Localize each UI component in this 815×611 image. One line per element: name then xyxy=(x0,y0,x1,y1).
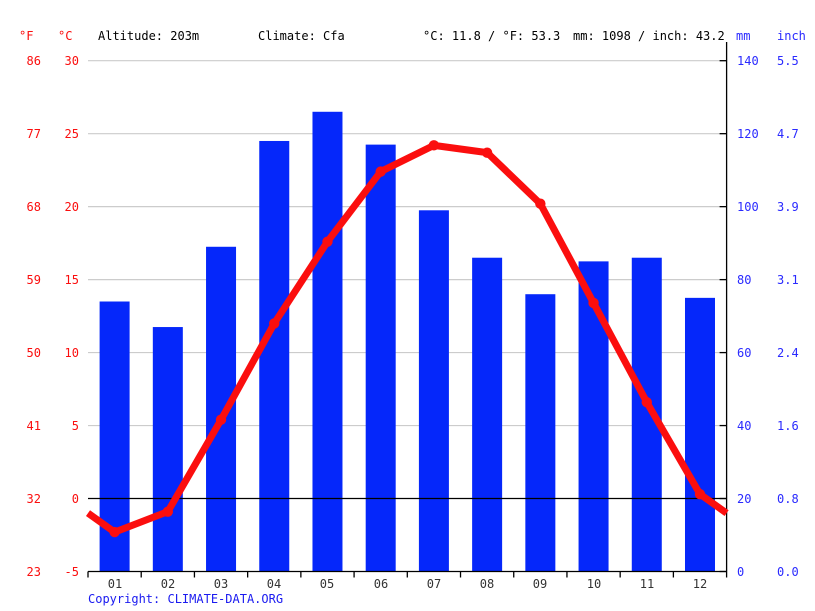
mean-temperature-label: °C: 11.8 / °F: 53.3 xyxy=(423,29,561,43)
mm-tick-label: 80 xyxy=(737,273,752,287)
fahrenheit-tick-label: 23 xyxy=(26,565,41,579)
celsius-tick-label: 5 xyxy=(71,419,79,433)
inch-tick-label: 0.8 xyxy=(777,492,799,506)
fahrenheit-tick-label: 50 xyxy=(26,346,41,360)
temperature-point-03 xyxy=(215,414,227,425)
inch-tick-label: 5.5 xyxy=(777,54,799,68)
temperature-point-09 xyxy=(535,198,546,209)
annual-precipitation-label: mm: 1098 / inch: 43.2 xyxy=(573,29,725,43)
inch-tick-label: 2.4 xyxy=(777,346,799,360)
inch-tick-label: 3.1 xyxy=(777,273,799,287)
temperature-point-07 xyxy=(428,140,440,151)
mm-tick-label: 120 xyxy=(737,127,759,141)
copyright-prefix: Copyright: xyxy=(88,592,168,606)
month-label-07: 07 xyxy=(426,577,442,591)
fahrenheit-tick-label: 68 xyxy=(26,200,41,214)
copyright: Copyright: CLIMATE-DATA.ORG xyxy=(88,592,283,606)
precipitation-bar-09 xyxy=(525,294,556,572)
altitude-label: Altitude: 203m xyxy=(98,29,200,43)
inch-tick-label: 3.9 xyxy=(777,200,799,214)
temperature-point-01 xyxy=(109,526,120,538)
celsius-tick-label: 20 xyxy=(64,200,79,214)
month-label-06: 06 xyxy=(373,577,389,591)
inch-axis-title: inch xyxy=(777,29,806,43)
mm-tick-label: 100 xyxy=(737,200,759,214)
mm-tick-label: 20 xyxy=(737,492,752,506)
mm-tick-label: 60 xyxy=(737,346,752,360)
temperature-point-02 xyxy=(162,506,174,517)
month-label-11: 11 xyxy=(639,577,655,591)
month-label-03: 03 xyxy=(213,577,229,591)
inch-tick-label: 1.6 xyxy=(777,419,799,433)
fahrenheit-tick-label: 77 xyxy=(26,127,41,141)
celsius-tick-label: 0 xyxy=(71,492,79,506)
precipitation-bar-07 xyxy=(418,210,449,572)
temperature-point-06 xyxy=(375,166,386,177)
climate-class-label: Climate: Cfa xyxy=(258,29,345,43)
precipitation-bar-05 xyxy=(312,111,343,572)
precipitation-bar-12 xyxy=(684,297,715,572)
fahrenheit-tick-label: 41 xyxy=(26,419,41,433)
mm-tick-label: 40 xyxy=(737,419,752,433)
fahrenheit-tick-label: 59 xyxy=(26,273,41,287)
month-label-12: 12 xyxy=(692,577,708,591)
climate-data-org-link[interactable]: CLIMATE-DATA.ORG xyxy=(167,592,284,606)
month-label-10: 10 xyxy=(586,577,602,591)
precipitation-bar-04 xyxy=(259,140,290,572)
celsius-axis-title: °C xyxy=(58,29,73,43)
temperature-point-10 xyxy=(588,297,599,309)
temperature-point-05 xyxy=(322,236,333,247)
celsius-tick-label: -5 xyxy=(64,565,79,579)
fahrenheit-axis-title: °F xyxy=(19,29,34,43)
fahrenheit-tick-label: 32 xyxy=(26,492,41,506)
precipitation-bar-06 xyxy=(365,144,396,572)
mm-tick-label: 140 xyxy=(737,54,759,68)
temperature-point-08 xyxy=(481,147,493,158)
inch-tick-label: 4.7 xyxy=(777,127,799,141)
month-label-01: 01 xyxy=(107,577,123,591)
month-label-05: 05 xyxy=(319,577,335,591)
inch-tick-label: 0.0 xyxy=(777,565,799,579)
celsius-tick-label: 10 xyxy=(64,346,79,360)
celsius-tick-label: 25 xyxy=(64,127,79,141)
mm-axis-title: mm xyxy=(736,29,751,43)
precipitation-bar-03 xyxy=(206,246,237,572)
temperature-point-12 xyxy=(694,488,706,500)
temperature-point-11 xyxy=(641,397,652,408)
fahrenheit-tick-label: 86 xyxy=(26,54,41,68)
temperature-line xyxy=(85,141,729,536)
month-label-08: 08 xyxy=(479,577,495,591)
month-label-09: 09 xyxy=(532,577,548,591)
precipitation-bar-10 xyxy=(578,261,609,572)
month-label-04: 04 xyxy=(266,577,282,591)
temperature-point-04 xyxy=(269,318,280,329)
precipitation-bar-02 xyxy=(152,327,183,572)
precipitation-bar-08 xyxy=(472,257,503,572)
celsius-tick-label: 30 xyxy=(64,54,79,68)
celsius-tick-label: 15 xyxy=(64,273,79,287)
mm-tick-label: 0 xyxy=(737,565,745,579)
month-label-02: 02 xyxy=(160,577,176,591)
